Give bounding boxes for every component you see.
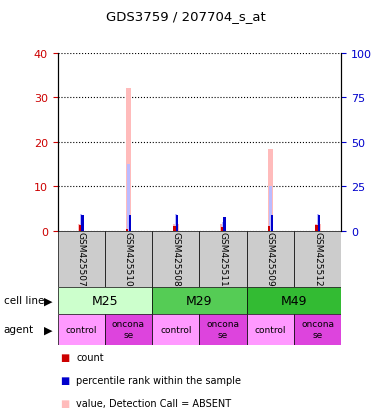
Bar <box>318 216 320 231</box>
Text: oncona
se: oncona se <box>301 320 334 339</box>
Bar <box>176 216 178 231</box>
Bar <box>247 287 341 314</box>
Text: control: control <box>255 325 286 334</box>
Bar <box>58 287 152 314</box>
Text: M49: M49 <box>281 294 307 307</box>
Bar <box>315 225 321 231</box>
Bar <box>173 227 175 231</box>
Text: oncona
se: oncona se <box>112 320 145 339</box>
Text: ■: ■ <box>60 352 69 362</box>
Bar <box>267 149 273 231</box>
Text: count: count <box>76 352 104 362</box>
Bar <box>127 165 129 231</box>
Bar <box>315 226 318 231</box>
Bar <box>152 287 247 314</box>
Text: ■: ■ <box>60 375 69 385</box>
Text: GSM425512: GSM425512 <box>313 232 322 286</box>
Bar <box>81 216 83 231</box>
Text: GSM425509: GSM425509 <box>266 232 275 287</box>
Bar <box>58 231 105 287</box>
Bar <box>269 187 272 231</box>
Text: agent: agent <box>4 324 34 335</box>
Bar <box>78 225 84 231</box>
Bar <box>152 231 200 287</box>
Text: cell line: cell line <box>4 295 44 306</box>
Bar <box>294 231 341 287</box>
Text: M25: M25 <box>92 294 118 307</box>
Text: ▶: ▶ <box>44 295 52 306</box>
Bar <box>105 314 152 345</box>
Bar <box>200 314 247 345</box>
Text: percentile rank within the sample: percentile rank within the sample <box>76 375 241 385</box>
Bar <box>58 314 105 345</box>
Bar <box>223 218 226 231</box>
Text: GSM425507: GSM425507 <box>77 232 86 287</box>
Text: control: control <box>160 325 191 334</box>
Bar <box>247 231 294 287</box>
Bar <box>175 214 177 231</box>
Text: GDS3759 / 207704_s_at: GDS3759 / 207704_s_at <box>106 10 265 23</box>
Bar <box>268 227 270 231</box>
Text: M29: M29 <box>186 294 213 307</box>
Bar <box>126 89 131 231</box>
Bar <box>152 314 200 345</box>
Bar <box>105 231 152 287</box>
Text: GSM425511: GSM425511 <box>219 232 227 287</box>
Bar <box>222 222 224 231</box>
Bar <box>294 314 341 345</box>
Bar <box>200 231 247 287</box>
Bar <box>79 226 81 231</box>
Bar <box>129 216 131 231</box>
Bar <box>221 228 223 231</box>
Bar <box>220 225 226 231</box>
Bar <box>270 216 273 231</box>
Bar <box>316 214 319 231</box>
Text: GSM425508: GSM425508 <box>171 232 180 287</box>
Text: GSM425510: GSM425510 <box>124 232 133 287</box>
Bar <box>173 225 178 231</box>
Bar <box>126 229 128 231</box>
Text: value, Detection Call = ABSENT: value, Detection Call = ABSENT <box>76 398 231 408</box>
Text: control: control <box>65 325 97 334</box>
Text: oncona
se: oncona se <box>207 320 240 339</box>
Bar <box>80 214 82 231</box>
Text: ▶: ▶ <box>44 324 52 335</box>
Bar <box>247 314 294 345</box>
Text: ■: ■ <box>60 398 69 408</box>
